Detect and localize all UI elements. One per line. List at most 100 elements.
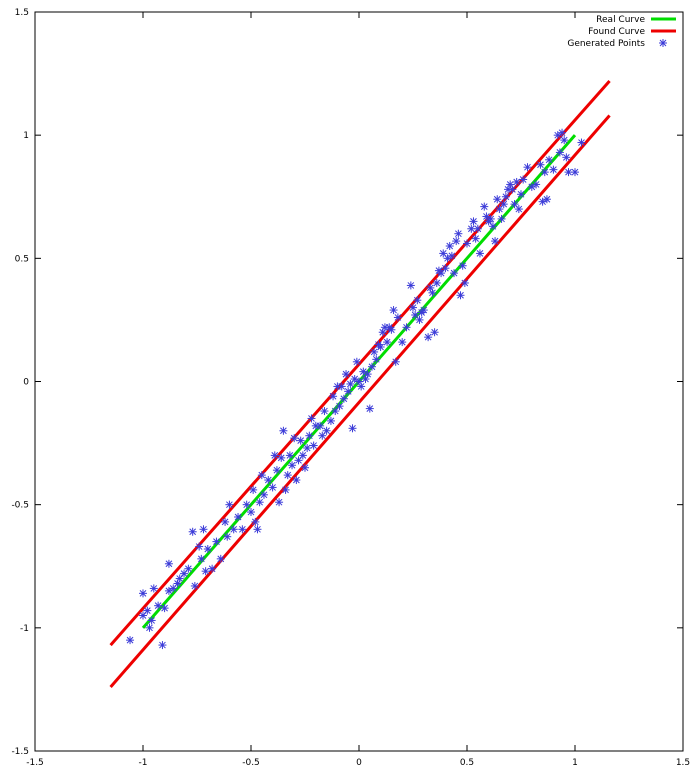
data-point	[562, 153, 570, 161]
data-point	[515, 205, 523, 213]
y-tick-label: 1	[23, 131, 29, 141]
data-point	[327, 417, 335, 425]
found-curve-series	[111, 81, 610, 687]
data-point	[387, 326, 395, 334]
data-point	[258, 471, 266, 479]
x-tick-label: -0.5	[242, 758, 260, 768]
data-point	[409, 304, 417, 312]
data-point	[394, 313, 402, 321]
x-tick-label: -1	[139, 758, 148, 768]
data-point	[264, 476, 272, 484]
generated-points-series	[126, 129, 585, 649]
data-point	[340, 395, 348, 403]
data-point	[536, 161, 544, 169]
data-point	[398, 338, 406, 346]
data-point	[368, 363, 376, 371]
data-point	[253, 525, 261, 533]
data-point	[184, 565, 192, 573]
data-point	[390, 306, 398, 314]
data-point	[286, 451, 294, 459]
data-point	[489, 222, 497, 230]
data-point	[275, 498, 283, 506]
data-point	[446, 242, 454, 250]
data-point	[277, 454, 285, 462]
data-point	[357, 382, 365, 390]
data-point	[476, 249, 484, 257]
data-point	[126, 636, 134, 644]
data-point	[338, 382, 346, 390]
data-point	[189, 528, 197, 536]
data-point	[459, 262, 467, 270]
x-axis: -1.5 -1 -0.5 0 0.5 1 1.5	[26, 12, 690, 768]
data-point	[301, 464, 309, 472]
data-point	[297, 437, 305, 445]
data-point	[323, 427, 331, 435]
data-point	[392, 358, 400, 366]
data-point	[307, 414, 315, 422]
data-point	[150, 584, 158, 592]
data-point	[519, 176, 527, 184]
data-point	[234, 513, 242, 521]
data-point	[282, 486, 290, 494]
data-point	[560, 136, 568, 144]
data-point	[165, 560, 173, 568]
y-tick-label: 0	[23, 378, 29, 388]
data-point	[225, 501, 233, 509]
legend-label-found-curve: Found Curve	[588, 27, 645, 37]
data-point	[158, 641, 166, 649]
data-point	[498, 215, 506, 223]
data-point	[558, 129, 566, 137]
data-point	[148, 616, 156, 624]
data-point	[273, 466, 281, 474]
data-point	[500, 200, 508, 208]
data-point	[474, 225, 482, 233]
data-point	[433, 279, 441, 287]
data-point	[320, 407, 328, 415]
data-point	[364, 370, 372, 378]
data-point	[269, 483, 277, 491]
data-point	[493, 195, 501, 203]
data-point	[279, 427, 287, 435]
data-point	[208, 565, 216, 573]
data-point	[428, 289, 436, 297]
data-point	[463, 240, 471, 248]
data-point	[549, 166, 557, 174]
y-tick-label: -1.5	[11, 747, 29, 757]
y-tick-label: 0.5	[15, 254, 29, 264]
data-point	[543, 195, 551, 203]
legend: Real Curve Found Curve Generated Points	[567, 15, 676, 49]
data-point	[217, 555, 225, 563]
data-point	[195, 543, 203, 551]
data-point	[457, 291, 465, 299]
x-tick-label: 1	[572, 758, 578, 768]
data-point	[372, 355, 380, 363]
legend-star-marker	[659, 39, 667, 47]
data-point	[247, 508, 255, 516]
data-point	[556, 148, 564, 156]
data-point	[424, 333, 432, 341]
data-point	[541, 168, 549, 176]
data-point	[145, 624, 153, 632]
data-point	[517, 190, 525, 198]
data-point	[491, 237, 499, 245]
data-point	[349, 424, 357, 432]
data-point	[448, 252, 456, 260]
data-point	[545, 156, 553, 164]
data-point	[249, 486, 257, 494]
data-point	[487, 215, 495, 223]
data-point	[441, 264, 449, 272]
data-point	[230, 525, 238, 533]
data-point	[370, 348, 378, 356]
data-point	[284, 471, 292, 479]
data-point	[461, 279, 469, 287]
data-point	[454, 230, 462, 238]
data-point	[480, 203, 488, 211]
data-point	[316, 422, 324, 430]
data-point	[223, 533, 231, 541]
data-point	[197, 555, 205, 563]
x-tick-label: 0.5	[460, 758, 474, 768]
data-point	[577, 139, 585, 147]
data-point	[342, 370, 350, 378]
data-point	[221, 518, 229, 526]
